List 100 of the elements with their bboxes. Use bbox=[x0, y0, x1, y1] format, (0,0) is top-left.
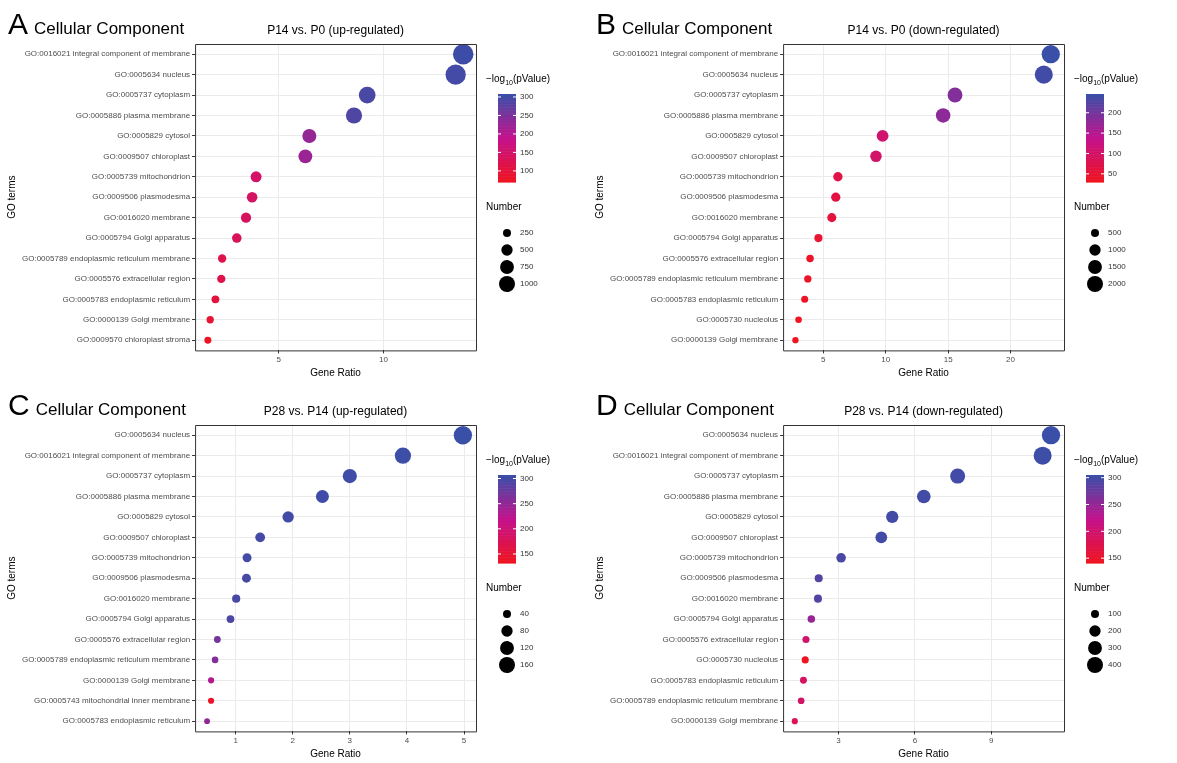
x-tick-label: 6 bbox=[912, 736, 918, 746]
y-tick-label: GO:0009570 chloroplast stroma bbox=[76, 335, 191, 345]
y-tick-label: GO:0005886 plasma membrane bbox=[75, 110, 191, 120]
legend-label: 750 bbox=[520, 262, 534, 272]
color-bar-label: 150 bbox=[520, 549, 534, 559]
y-tick-label: GO:0009507 chloroplast bbox=[103, 151, 191, 161]
y-tick-label: GO:0005789 endoplasmic reticulum membrane bbox=[609, 274, 779, 284]
text: Cellular Component bbox=[623, 400, 775, 419]
legend-label: 1000 bbox=[520, 279, 539, 289]
y-tick-label: GO:0005886 plasma membrane bbox=[75, 491, 191, 501]
x-tick-label: 1 bbox=[233, 736, 239, 746]
y-tick-label: GO:0000139 Golgi membrane bbox=[82, 675, 191, 685]
legend-label: 300 bbox=[1108, 643, 1122, 653]
y-tick-label: GO:0005886 plasma membrane bbox=[663, 110, 779, 120]
color-bar-label: 300 bbox=[1108, 472, 1122, 482]
y-tick-label: GO:0016021 integral component of membrane bbox=[24, 450, 191, 460]
chart-title: P14 vs. P0 (down-regulated) bbox=[847, 23, 1000, 37]
color-bar-label: 50 bbox=[1108, 169, 1118, 179]
y-tick-label: GO:0005576 extracellular region bbox=[74, 274, 191, 284]
y-tick-label: GO:0005730 nucleolus bbox=[696, 655, 779, 665]
y-tick-label: GO:0000139 Golgi membrane bbox=[82, 314, 191, 324]
color-bar-label: 250 bbox=[520, 110, 534, 120]
legend-label: 40 bbox=[520, 609, 530, 619]
y-tick-label: GO:0005829 cytosol bbox=[117, 131, 191, 141]
legend-label: 120 bbox=[520, 643, 534, 653]
y-tick-label: GO:0016020 membrane bbox=[103, 212, 191, 222]
color-bar-label: 200 bbox=[1108, 526, 1122, 536]
color-bar-label: 300 bbox=[520, 92, 534, 102]
y-tick-label: GO:0005789 endoplasmic reticulum membrane bbox=[609, 695, 779, 705]
y-tick-label: GO:0009506 plasmodesma bbox=[92, 192, 191, 202]
x-tick-label: 9 bbox=[989, 736, 994, 746]
legend-label: 1000 bbox=[1108, 245, 1127, 255]
y-tick-label: GO:0009507 chloroplast bbox=[691, 532, 779, 542]
y-tick-label: GO:0005783 endoplasmic reticulum bbox=[62, 716, 191, 726]
y-tick-label: GO:0005783 endoplasmic reticulum bbox=[62, 294, 191, 304]
y-tick-label: GO:0005739 mitochondrion bbox=[91, 171, 191, 181]
y-tick-label: GO:0005789 endoplasmic reticulum membrane bbox=[21, 655, 191, 665]
x-tick-label: 3 bbox=[836, 736, 842, 746]
y-tick-label: GO:0005794 Golgi apparatus bbox=[85, 233, 191, 243]
y-tick-label: GO:0005739 mitochondrion bbox=[91, 552, 191, 562]
y-tick-label: GO:0016020 membrane bbox=[691, 593, 779, 603]
y-tick-label: GO:0005886 plasma membrane bbox=[663, 491, 779, 501]
x-tick-label: 10 bbox=[379, 355, 389, 365]
y-tick-label: GO:0005737 cytoplasm bbox=[694, 90, 779, 100]
y-tick-label: GO:0016020 membrane bbox=[103, 593, 191, 603]
legend-label: 250 bbox=[520, 228, 534, 238]
y-tick-label: GO:0009506 plasmodesma bbox=[92, 573, 191, 583]
color-bar-label: 200 bbox=[1108, 107, 1122, 117]
chart-title: P28 vs. P14 (up-regulated) bbox=[263, 404, 408, 418]
color-bar-label: 250 bbox=[520, 498, 534, 508]
y-tick-label: GO:0016021 integral component of membrane bbox=[612, 450, 779, 460]
y-tick-label: GO:0005743 mitochondrial inner membrane bbox=[33, 695, 191, 705]
y-tick-label: GO:0005739 mitochondrion bbox=[679, 171, 779, 181]
y-tick-label: GO:0016020 membrane bbox=[691, 212, 779, 222]
chart-title: P14 vs. P0 (up-regulated) bbox=[267, 23, 404, 37]
legend-label: 500 bbox=[520, 245, 534, 255]
x-tick-label: 20 bbox=[1006, 355, 1016, 365]
legend-label: 500 bbox=[1108, 228, 1122, 238]
y-tick-label: GO:0005730 nucleolus bbox=[696, 314, 779, 324]
y-tick-label: GO:0005794 Golgi apparatus bbox=[673, 233, 779, 243]
y-tick-label: GO:0005576 extracellular region bbox=[662, 253, 779, 263]
color-bar-label: 100 bbox=[520, 166, 534, 176]
text: C bbox=[8, 388, 30, 421]
color-bar-label: 250 bbox=[1108, 499, 1122, 509]
x-tick-label: 15 bbox=[943, 355, 954, 365]
y-tick-label: GO:0005829 cytosol bbox=[117, 512, 191, 522]
legend-title: Number bbox=[486, 201, 523, 212]
y-tick-label: GO:0005634 nucleus bbox=[114, 430, 191, 440]
color-bar-label: 150 bbox=[1108, 128, 1122, 138]
text: Cellular Component bbox=[622, 19, 773, 38]
x-tick-label: 5 bbox=[461, 736, 467, 746]
x-tick-label: 5 bbox=[276, 355, 282, 365]
y-tick-label: GO:0005576 extracellular region bbox=[74, 634, 191, 644]
y-tick-label: GO:0009507 chloroplast bbox=[691, 151, 779, 161]
y-tick-label: GO:0005789 endoplasmic reticulum membrane bbox=[21, 253, 191, 263]
y-tick-label: GO:0005737 cytoplasm bbox=[106, 471, 191, 481]
legend-title: Number bbox=[1074, 201, 1111, 212]
legend-label: 80 bbox=[520, 626, 530, 636]
color-bar-label: 200 bbox=[520, 524, 534, 534]
y-tick-label: GO:0005794 Golgi apparatus bbox=[673, 614, 779, 624]
legend-title: Number bbox=[1074, 582, 1111, 593]
color-bar-label: 300 bbox=[520, 473, 534, 483]
x-axis-title: Gene Ratio bbox=[310, 747, 362, 759]
y-tick-label: GO:0005739 mitochondrion bbox=[679, 552, 779, 562]
legend-label: 400 bbox=[1108, 660, 1122, 670]
x-tick-label: 5 bbox=[821, 355, 827, 365]
y-axis-title: GO terms bbox=[5, 556, 17, 600]
y-tick-label: GO:0016021 integral component of membrane bbox=[612, 49, 779, 59]
color-bar-label: 200 bbox=[520, 129, 534, 139]
text: D bbox=[596, 388, 618, 421]
chart-title: P28 vs. P14 (down-regulated) bbox=[844, 404, 1003, 418]
text: Cellular Component bbox=[34, 19, 185, 38]
x-axis-title: Gene Ratio bbox=[310, 366, 362, 378]
legend-title: Number bbox=[486, 582, 523, 593]
y-tick-label: GO:0005737 cytoplasm bbox=[694, 471, 779, 481]
x-tick-label: 2 bbox=[290, 736, 296, 746]
x-tick-label: 3 bbox=[347, 736, 353, 746]
y-tick-label: GO:0005634 nucleus bbox=[114, 69, 191, 79]
y-tick-label: GO:0005576 extracellular region bbox=[662, 634, 779, 644]
text: Cellular Component bbox=[35, 400, 187, 419]
